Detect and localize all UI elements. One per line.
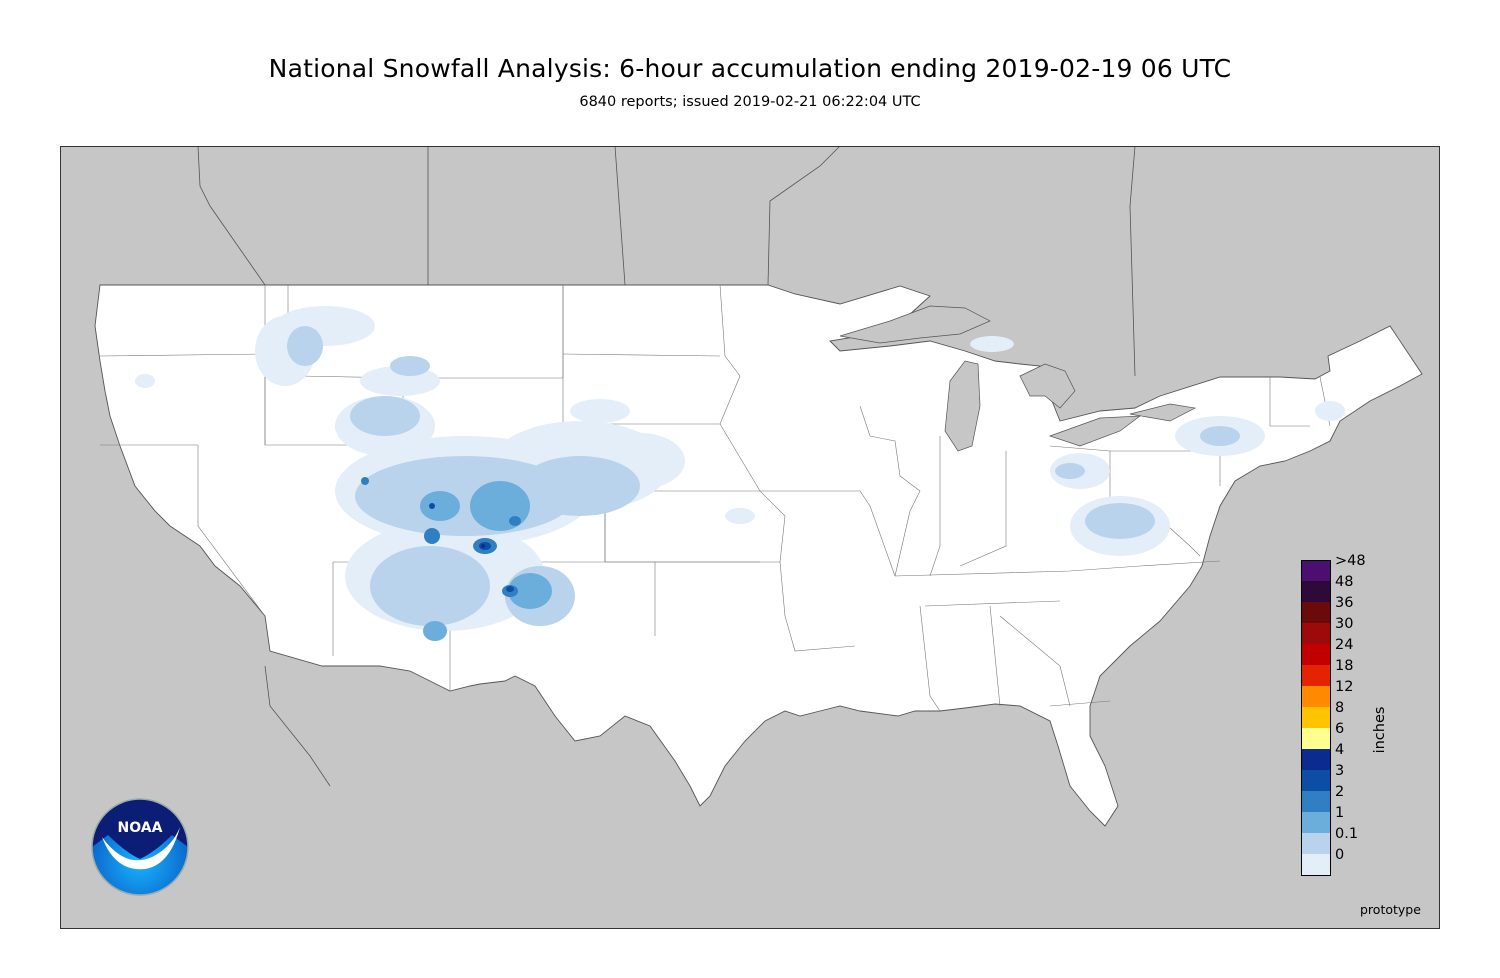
colorbar-tick-label: 48 — [1335, 574, 1354, 590]
noaa-logo-text: NOAA — [118, 820, 163, 836]
prototype-note: prototype — [1360, 902, 1421, 917]
colorbar — [1301, 560, 1331, 876]
colorbar-tick-label: 0 — [1335, 847, 1345, 863]
colorbar-cell — [1301, 791, 1331, 812]
noaa-logo: NOAA — [91, 798, 189, 896]
colorbar-tick-label: 24 — [1335, 637, 1354, 653]
colorbar-tick-label: 30 — [1335, 616, 1354, 632]
colorbar-cell — [1301, 644, 1331, 665]
colorbar-cell — [1301, 812, 1331, 833]
snowfall-map — [60, 146, 1440, 929]
colorbar-unit-label: inches — [1372, 706, 1388, 754]
colorbar-tick-label: 1 — [1335, 805, 1345, 821]
colorbar-tick-label: 8 — [1335, 700, 1345, 716]
colorbar-cell — [1301, 602, 1331, 623]
colorbar-cell — [1301, 875, 1331, 876]
map-subtitle: 6840 reports; issued 2019-02-21 06:22:04… — [579, 94, 921, 110]
colorbar-cell — [1301, 770, 1331, 791]
colorbar-tick-label: 12 — [1335, 679, 1354, 695]
colorbar-tick-label: 18 — [1335, 658, 1354, 674]
map-frame — [60, 146, 1440, 929]
colorbar-tick-label: 6 — [1335, 721, 1345, 737]
colorbar-cell — [1301, 707, 1331, 728]
colorbar-cell — [1301, 665, 1331, 686]
colorbar-cell — [1301, 623, 1331, 644]
colorbar-tick-label: 0.1 — [1335, 826, 1359, 842]
colorbar-cell — [1301, 749, 1331, 770]
colorbar-cell — [1301, 560, 1331, 582]
colorbar-cell — [1301, 833, 1331, 854]
foreign-borders — [197, 146, 1136, 787]
colorbar-cell — [1301, 854, 1331, 875]
colorbar-tick-label: 3 — [1335, 763, 1345, 779]
colorbar-tick-label: 36 — [1335, 595, 1354, 611]
colorbar-cell — [1301, 728, 1331, 749]
colorbar-tick-label: >48 — [1335, 553, 1366, 569]
map-title: National Snowfall Analysis: 6-hour accum… — [268, 54, 1232, 83]
great-lakes — [839, 305, 1197, 452]
snowfall-contours — [135, 306, 1345, 641]
colorbar-cell — [1301, 686, 1331, 707]
colorbar-cell — [1301, 581, 1331, 602]
colorbar-tick-label: 2 — [1335, 784, 1345, 800]
colorbar-tick-label: 4 — [1335, 742, 1345, 758]
